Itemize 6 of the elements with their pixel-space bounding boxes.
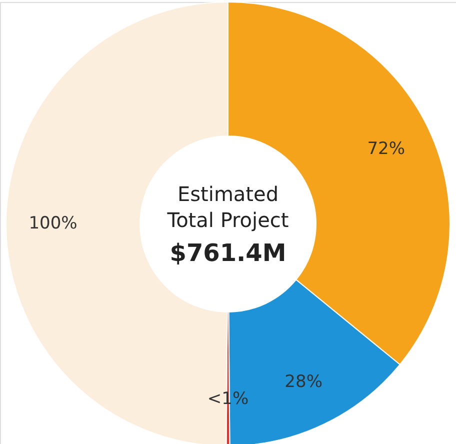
text: $761.4M bbox=[170, 239, 286, 267]
data-label: 100% bbox=[28, 213, 78, 234]
text: Estimated Total Project bbox=[166, 182, 289, 232]
data-label: 72% bbox=[367, 139, 406, 160]
data-label: 28% bbox=[284, 372, 322, 392]
data-label: <1% bbox=[207, 389, 249, 409]
